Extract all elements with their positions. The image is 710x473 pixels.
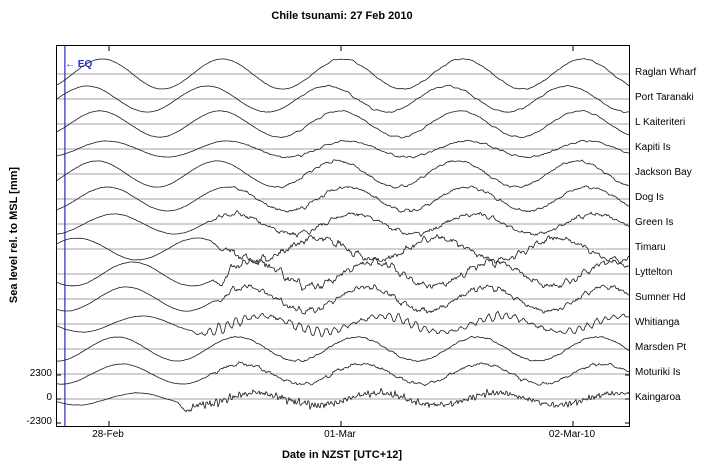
station-label: Timaru	[635, 242, 666, 253]
x-tick-label-01mar: 01-Mar	[324, 429, 356, 440]
station-label: Kapiti Is	[635, 142, 671, 153]
sea-level-trace	[57, 58, 629, 90]
station-label: Sumner Hd	[635, 292, 686, 303]
sea-level-trace	[57, 387, 629, 413]
sea-level-trace	[57, 234, 629, 264]
station-label: Lyttelton	[635, 267, 673, 278]
station-label: Port Taranaki	[635, 92, 694, 103]
station-label: Marsden Pt	[635, 342, 687, 353]
station-label: Kaingaroa	[635, 392, 681, 403]
chart-title: Chile tsunami: 27 Feb 2010	[271, 10, 413, 22]
earthquake-annotation: ← EQ	[65, 59, 93, 70]
x-axis-label: Date in NZST [UTC+12]	[281, 449, 403, 461]
sea-level-trace	[57, 159, 629, 189]
station-label: L Kaiteriteri	[635, 117, 686, 128]
station-label: Green Is	[635, 217, 674, 228]
station-label: Whitianga	[635, 317, 680, 328]
y-tick-label-0: 0	[46, 392, 52, 403]
x-tick-label-28feb: 28-Feb	[92, 429, 124, 440]
sea-level-trace	[57, 310, 629, 338]
sea-level-trace	[57, 361, 629, 387]
sea-level-trace	[57, 185, 629, 213]
sea-level-trace	[57, 139, 629, 159]
plot-area: ← EQ	[56, 45, 630, 427]
sea-level-trace	[57, 84, 629, 113]
sea-level-trace	[57, 284, 629, 315]
sea-level-trace	[57, 210, 629, 238]
station-label: Dog Is	[635, 192, 664, 203]
station-label: Jackson Bay	[635, 167, 692, 178]
y-tick-label-neg2300: -2300	[26, 416, 52, 427]
sea-level-trace	[57, 257, 629, 292]
station-label-column: Raglan Wharf Port Taranaki L Kaiteriteri Ka…	[635, 0, 710, 473]
x-tick-label-02mar: 02-Mar-10	[548, 429, 596, 440]
sea-level-trace	[57, 336, 629, 363]
station-label: Moturiki Is	[635, 367, 681, 378]
y-tick-label-2300: 2300	[29, 368, 52, 379]
y-axis-label: Sea level rel. to MSL [mm]	[8, 166, 20, 304]
waveform-canvas	[57, 46, 629, 426]
station-label: Raglan Wharf	[635, 67, 697, 78]
sea-level-trace	[57, 110, 629, 139]
